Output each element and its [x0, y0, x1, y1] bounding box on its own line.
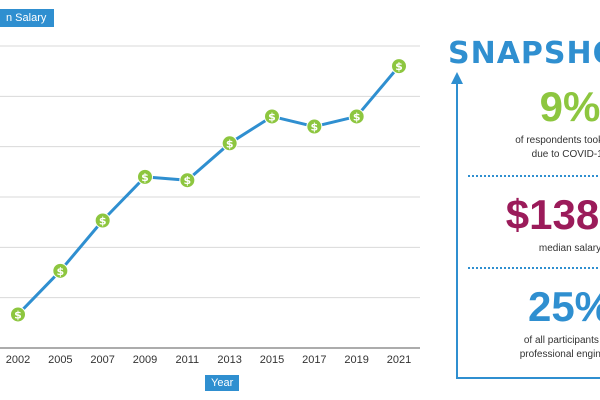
svg-text:$: $	[353, 110, 361, 123]
svg-text:$: $	[14, 308, 22, 321]
stat-desc-line1: of all participants are	[523, 335, 600, 346]
x-tick-label: 2015	[260, 354, 284, 366]
stat-value: 25%	[527, 283, 600, 330]
svg-text:$: $	[226, 137, 234, 150]
svg-text:$: $	[311, 121, 319, 134]
y-axis-label: n Salary	[0, 9, 55, 27]
bracket-line	[451, 72, 600, 379]
svg-text:$: $	[57, 265, 65, 278]
x-tick-label: 2007	[90, 354, 114, 366]
dollar-icon: $	[348, 108, 365, 125]
divider	[468, 175, 600, 177]
stat-value: 9%	[539, 83, 600, 130]
arrow-up-icon	[451, 72, 463, 84]
stat-desc-line2: due to COVID-19	[531, 149, 600, 160]
dollar-icon: $	[264, 108, 280, 125]
series-line	[16, 65, 401, 316]
stat-value: $138.5	[505, 191, 600, 238]
stat-desc-line1: of respondents took time	[515, 135, 600, 146]
svg-text:$: $	[141, 171, 149, 184]
stat-salary: $138.5 median salary	[480, 194, 600, 256]
stat-engineers: 25% of all participants are professional…	[480, 286, 600, 362]
x-tick-label: 2005	[48, 354, 72, 366]
dollar-icon: $	[94, 212, 111, 229]
chart-canvas: 2002 2005 2007 2009 2011 2013 2015 2017 2019 2021…	[0, 45, 420, 366]
stat-desc-line2: professional engineers	[519, 349, 600, 360]
stat-covid: 9% of respondents took time due to COVID…	[480, 86, 600, 162]
x-tick-label: 2009	[133, 354, 157, 366]
x-tick-label: 2002	[6, 354, 30, 366]
snapshot-title: SNAPSHOT	[448, 36, 600, 71]
x-tick-label: 2017	[302, 354, 326, 366]
x-axis-label: Year	[205, 375, 240, 391]
svg-text:$: $	[99, 214, 107, 227]
stat-desc-line1: median salary	[538, 243, 600, 254]
dollar-icon: $	[221, 135, 238, 152]
dollar-icon: $	[306, 118, 323, 135]
svg-text:$: $	[268, 110, 276, 123]
divider	[468, 267, 600, 269]
dollar-icon: $	[52, 262, 69, 279]
salary-chart: n Salary 2002 2005 2007 2009 2011 2013 2015 201…	[0, 9, 420, 391]
x-tick-label: 2019	[344, 354, 368, 366]
svg-text:$: $	[184, 174, 192, 187]
snapshot-panel: SNAPSHOT 9% of respondents took time due…	[440, 0, 600, 400]
dollar-icon: $	[179, 172, 196, 189]
dollar-icon: $	[137, 168, 153, 185]
dollar-icon: $	[391, 58, 407, 75]
x-tick-label: 2013	[217, 354, 241, 366]
dollar-icon: $	[10, 306, 26, 323]
x-tick-label: 2021	[387, 354, 411, 366]
x-tick-label: 2011	[176, 354, 200, 366]
svg-text:$: $	[395, 60, 403, 73]
